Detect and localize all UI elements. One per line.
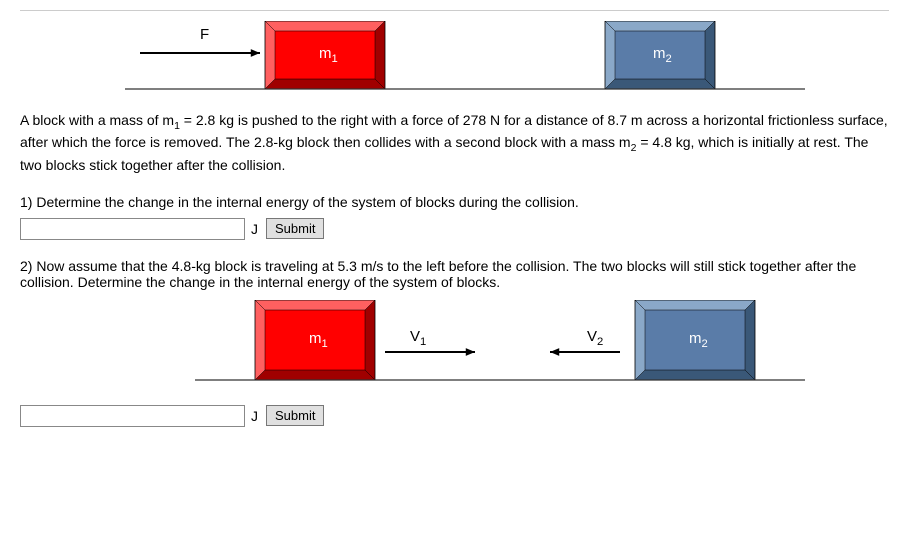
answer-row-2: J Submit bbox=[20, 405, 889, 427]
top-divider bbox=[20, 10, 889, 11]
answer-row-1: J Submit bbox=[20, 218, 889, 240]
diagram-2-container: m1m2V1V2 bbox=[65, 300, 845, 390]
diagram-1-container: Fm1m2 bbox=[65, 21, 845, 96]
question-2: 2) Now assume that the 4.8-kg block is t… bbox=[20, 258, 889, 290]
submit-button-1[interactable]: Submit bbox=[266, 218, 324, 239]
submit-button-2[interactable]: Submit bbox=[266, 405, 324, 426]
question-1: 1) Determine the change in the internal … bbox=[20, 194, 889, 210]
problem-statement: A block with a mass of m1 = 2.8 kg is pu… bbox=[20, 111, 889, 176]
unit-label-2: J bbox=[251, 408, 258, 424]
answer-input-2[interactable] bbox=[20, 405, 245, 427]
diagram-2: m1m2V1V2 bbox=[65, 300, 845, 390]
diagram-1: Fm1m2 bbox=[65, 21, 845, 96]
answer-input-1[interactable] bbox=[20, 218, 245, 240]
unit-label-1: J bbox=[251, 221, 258, 237]
